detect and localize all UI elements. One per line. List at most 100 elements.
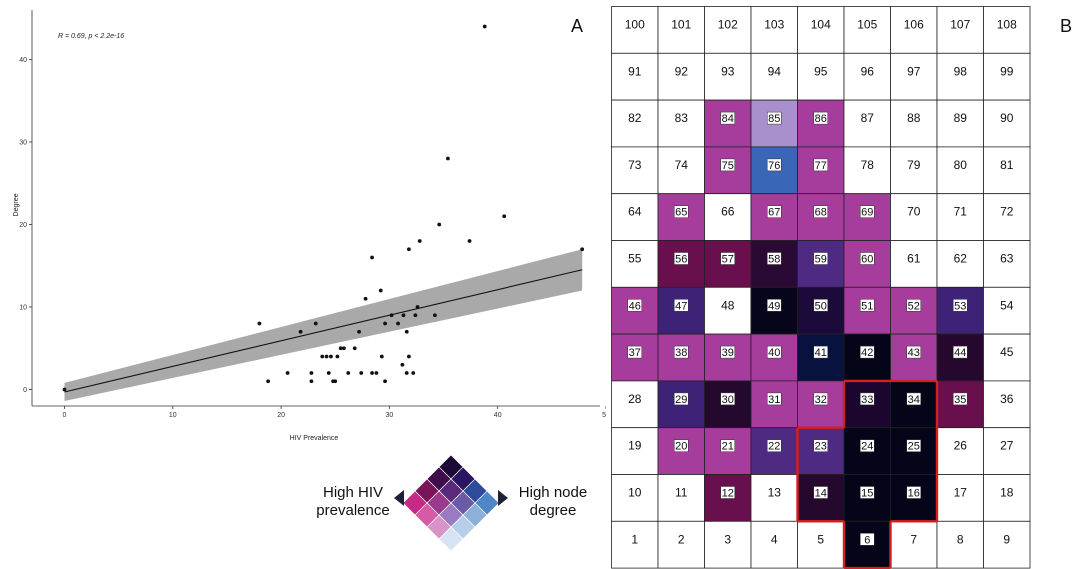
y-tick-label: 0 — [23, 387, 27, 394]
data-point — [298, 329, 303, 334]
grid-cell-label: 19 — [628, 439, 642, 453]
data-point — [320, 354, 325, 359]
grid-cell-label: 31 — [768, 394, 780, 406]
grid-cell — [611, 520, 659, 569]
grid-cell-label: 56 — [675, 254, 687, 266]
grid-cell — [611, 99, 659, 148]
grid-cell-label-box — [860, 299, 875, 312]
right-arrow-icon — [498, 490, 508, 506]
x-tick-label: 50 — [602, 412, 606, 419]
grid-cell-label: 77 — [815, 160, 827, 172]
grid-cell-label-box — [674, 392, 689, 406]
grid-cell-label-box — [860, 533, 875, 546]
grid-cell-label-box — [767, 158, 782, 172]
bivariate-legend: High HIV prevalence High node degree — [316, 452, 587, 552]
grid-cell-label-box — [860, 392, 875, 406]
grid-cell — [936, 427, 984, 475]
grid-cell-label: 96 — [861, 64, 875, 78]
grid-cell-label-box — [720, 392, 735, 406]
data-point — [383, 379, 387, 384]
grid-cell-label: 17 — [954, 486, 968, 500]
grid-cell-label: 6 — [864, 534, 870, 546]
grid-cell-label-box — [627, 345, 642, 359]
grid-cell-label: 37 — [629, 347, 641, 359]
data-point — [333, 379, 338, 384]
grid-cell — [890, 240, 938, 288]
grid-cell-label-box — [674, 299, 689, 312]
grid-cell-label: 46 — [629, 300, 641, 312]
grid-cell-label: 86 — [815, 113, 827, 125]
grid-cell-label: 63 — [1000, 252, 1014, 266]
legend-left-label: High HIV prevalence — [308, 484, 398, 520]
grid-cell-label-box — [860, 345, 875, 359]
data-point — [502, 214, 507, 219]
grid-cell-label: 3 — [724, 532, 731, 546]
grid-cell-label: 12 — [722, 488, 734, 500]
confidence-band — [64, 249, 583, 402]
grid-cell-label: 106 — [904, 18, 924, 32]
grid-cell-label: 13 — [768, 486, 782, 500]
grid-cell — [890, 146, 938, 195]
data-point — [417, 239, 422, 243]
grid-cell-label: 65 — [675, 207, 687, 219]
grid-cell-label: 72 — [1000, 205, 1014, 219]
grid-cell-label: 35 — [954, 394, 966, 406]
grid-cell-label-box — [813, 486, 828, 499]
grid-cell-label: 42 — [861, 347, 873, 359]
grid-cell-label: 54 — [1000, 298, 1014, 312]
grid-cell-label-box — [813, 299, 828, 312]
grid-cell-label: 70 — [907, 205, 921, 219]
grid-cell-label: 103 — [764, 18, 784, 32]
grid-cell-label: 40 — [768, 347, 780, 359]
data-point — [406, 354, 411, 359]
data-point — [374, 371, 379, 375]
grid-cell-label-box — [813, 158, 828, 172]
grid-cell-label: 90 — [1000, 111, 1014, 125]
x-tick-label: 0 — [63, 412, 67, 419]
grid-cell — [936, 193, 984, 241]
grid-cell-label: 80 — [954, 158, 968, 172]
grid-cell-label: 49 — [768, 300, 780, 312]
grid-cell — [983, 193, 1031, 241]
grid-cell — [983, 99, 1031, 148]
data-point — [482, 24, 487, 29]
data-point — [432, 313, 437, 318]
grid-cell — [890, 520, 938, 569]
grid-cell-label: 7 — [910, 532, 917, 546]
grid-cell — [843, 52, 891, 101]
grid-cell-label: 30 — [722, 394, 734, 406]
grid-cell-label: 68 — [815, 207, 827, 219]
grid-cell-label-box — [906, 439, 921, 452]
grid-cell-label: 34 — [908, 394, 920, 406]
grid-cell-label: 55 — [628, 252, 642, 266]
data-point — [285, 371, 290, 375]
grid-cell-label-box — [720, 439, 735, 452]
grid-cell-label-box — [860, 252, 875, 265]
grid-cell — [657, 146, 705, 195]
grid-cell-label: 58 — [768, 254, 780, 266]
grid-cell — [983, 286, 1031, 335]
data-point — [370, 371, 374, 375]
confidence-band-area — [64, 249, 583, 402]
y-tick-label: 30 — [19, 140, 27, 147]
grid-cell-label: 105 — [857, 18, 877, 32]
grid-cell-label: 21 — [722, 441, 734, 453]
grid-cell-label-box — [953, 299, 968, 312]
data-point — [357, 329, 361, 334]
grid-cell-label-box — [953, 345, 968, 359]
grid-cell-label: 11 — [675, 486, 688, 500]
y-tick-label: 20 — [19, 222, 27, 229]
data-point — [326, 371, 331, 375]
grid-cell-label: 27 — [1000, 439, 1014, 453]
grid-cell-label-box — [720, 486, 735, 499]
grid-cell-label: 26 — [954, 439, 968, 453]
grid-cell-label: 2 — [678, 532, 685, 546]
grid-cell-label: 93 — [721, 64, 735, 78]
grid-cell-label: 62 — [954, 252, 968, 266]
grid-cell-label: 108 — [997, 18, 1017, 32]
grid-cell — [983, 240, 1031, 288]
grid-cell-label-box — [906, 345, 921, 359]
y-axis-label: Degree — [13, 193, 20, 216]
grid-cell — [704, 520, 752, 569]
legend-right-label: High node degree — [508, 484, 598, 520]
